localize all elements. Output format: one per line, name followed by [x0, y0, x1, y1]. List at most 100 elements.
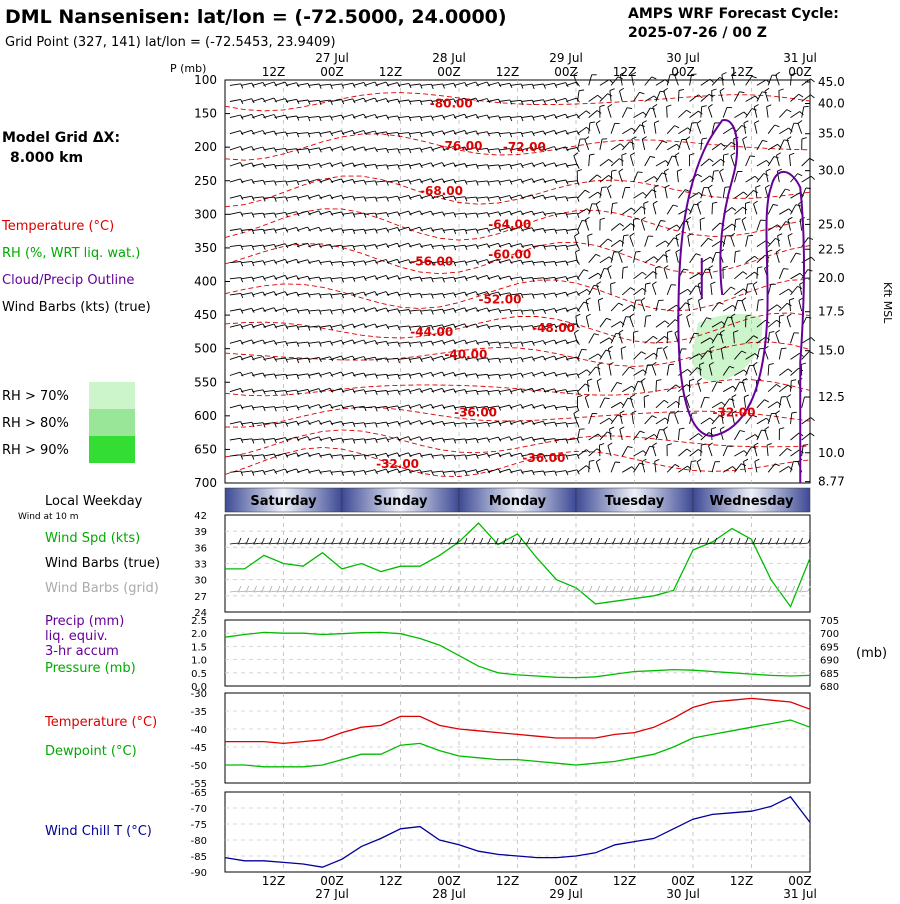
wind-barb-flag: [811, 95, 815, 98]
wind-barb-flag: [722, 73, 727, 75]
panel-tick-label: -75: [191, 820, 207, 831]
pressure-right-tick-label: 695: [820, 642, 839, 653]
pressure-right-tick-label: 700: [820, 629, 839, 640]
bottom-date-label: 30 Jul: [666, 887, 700, 900]
wind-barb-flag: [811, 176, 815, 179]
panel-tick-label: 2.0: [191, 629, 207, 640]
pressure-tick-label: 700: [194, 476, 217, 490]
top-hour-label: 12Z: [379, 65, 403, 79]
wind-barb: [611, 171, 612, 182]
isotherm-label: -48.00: [532, 321, 575, 335]
wind-barb-flag: [720, 77, 724, 79]
top-hour-label: 00Z: [788, 65, 812, 79]
legend-pressure: Pressure (mb): [45, 661, 136, 676]
forecast-cycle-line1: AMPS WRF Forecast Cycle:: [628, 6, 839, 22]
bottom-hour-label: 12Z: [613, 874, 637, 888]
pressure-tick-label: 600: [194, 409, 217, 423]
isotherm-label: -76.00: [440, 139, 483, 153]
wind-barb-flag: [652, 77, 657, 79]
bottom-hour-label: 12Z: [496, 874, 520, 888]
isotherm-label: -52.00: [479, 293, 522, 307]
panel-tick-label: -85: [191, 852, 207, 863]
legend-wind-chill: Wind Chill T (°C): [45, 824, 152, 839]
panel-tick-label: -65: [191, 788, 207, 799]
wind-barb-flag: [582, 349, 587, 350]
panel-tick-label: 1.5: [191, 642, 207, 653]
rh90-label: RH > 90%: [2, 443, 69, 458]
wind-barb: [757, 268, 758, 279]
top-date-label: 28 Jul: [432, 51, 466, 65]
top-date-label: 29 Jul: [549, 51, 583, 65]
panel-tick-label: 27: [194, 592, 207, 603]
wind-barb-flag: [811, 79, 815, 82]
page-title: DML Nansenisen: lat/lon = (-72.5000, 24.…: [5, 6, 507, 28]
legend-rh: RH (%, WRT liq. wat.): [2, 246, 140, 261]
wind-barb: [611, 284, 612, 295]
top-hour-label: 00Z: [554, 65, 578, 79]
forecast-cycle-line2: 2025-07-26 / 00 Z: [628, 25, 767, 41]
wind-barb-flag: [579, 90, 584, 91]
pressure-tick-label: 400: [194, 275, 217, 289]
panel-tick-label: -80: [191, 836, 207, 847]
bottom-date-label: 27 Jul: [315, 887, 349, 900]
wind-barb: [701, 445, 702, 456]
height-tick-label: 40.0: [818, 97, 845, 111]
isotherm-label: -64.00: [488, 217, 531, 231]
isotherm-label: -56.00: [410, 254, 453, 268]
panel-tick-label: 42: [194, 511, 207, 522]
rh70-label: RH > 70%: [2, 389, 69, 404]
pressure-unit-label: (mb): [856, 646, 887, 661]
pressure-tick-label: 250: [194, 174, 217, 188]
wind-barb-flag: [803, 445, 808, 446]
pressure-tick-label: 550: [194, 375, 217, 389]
weekday-label: Tuesday: [605, 494, 665, 509]
pressure-tick-label: 450: [194, 308, 217, 322]
height-tick-label: 15.0: [818, 344, 845, 358]
legend-precip-2: liq. equiv.: [45, 629, 108, 644]
wind-barb-flag: [613, 203, 618, 204]
top-hour-label: 12Z: [730, 65, 754, 79]
wind-barb-flag: [658, 348, 663, 349]
isotherm-label: -40.00: [444, 348, 487, 362]
wind-barb-flag: [728, 446, 733, 447]
bottom-date-label: 28 Jul: [432, 887, 466, 900]
legend-dewpoint: Dewpoint (°C): [45, 744, 137, 759]
height-tick-label: 30.0: [818, 164, 845, 178]
bottom-hour-label: 00Z: [554, 874, 578, 888]
panel-tick-label: -50: [191, 761, 207, 772]
panel-tick-label: -90: [191, 868, 207, 879]
panel-tick-label: 1.0: [191, 656, 207, 667]
rh90-swatch: [89, 436, 135, 463]
bottom-hour-label: 00Z: [320, 874, 344, 888]
wind-barb: [656, 381, 657, 392]
top-hour-label: 00Z: [671, 65, 695, 79]
wind-barb-flag: [638, 382, 643, 383]
panel-tick-label: 36: [194, 543, 207, 554]
rh80-swatch: [89, 409, 135, 436]
legend-wind-barbs-grid: Wind Barbs (grid): [45, 581, 159, 596]
height-tick-label: 12.5: [818, 390, 845, 404]
wind-barb-flag: [638, 172, 643, 173]
wind-barb-flag: [691, 461, 696, 462]
height-tick-label: 45.0: [818, 75, 845, 89]
wind-barb-flag: [602, 187, 607, 188]
top-hour-label: 12Z: [262, 65, 286, 79]
legend-precip-1: Precip (mm): [45, 614, 124, 629]
wind-barb-flag: [714, 171, 719, 172]
wind-barb: [622, 155, 623, 166]
weekday-label: Monday: [489, 494, 547, 509]
bottom-date-label: 29 Jul: [549, 887, 583, 900]
isotherm-label: -32.00: [376, 457, 419, 471]
height-tick-label: 35.0: [818, 127, 845, 141]
wind-barb: [678, 91, 679, 102]
weekday-label: Saturday: [250, 494, 317, 509]
model-grid-value: 8.000 km: [10, 150, 83, 166]
pressure-tick-label: 100: [194, 73, 217, 87]
panel-tick-label: 0.5: [191, 669, 207, 680]
cross-section-panel: 1001502002503003504004505005506006507004…: [194, 72, 845, 490]
wind-barb-flag: [776, 72, 780, 75]
panel-tick-label: 39: [194, 527, 207, 538]
panel-tick-label: -30: [191, 689, 207, 700]
